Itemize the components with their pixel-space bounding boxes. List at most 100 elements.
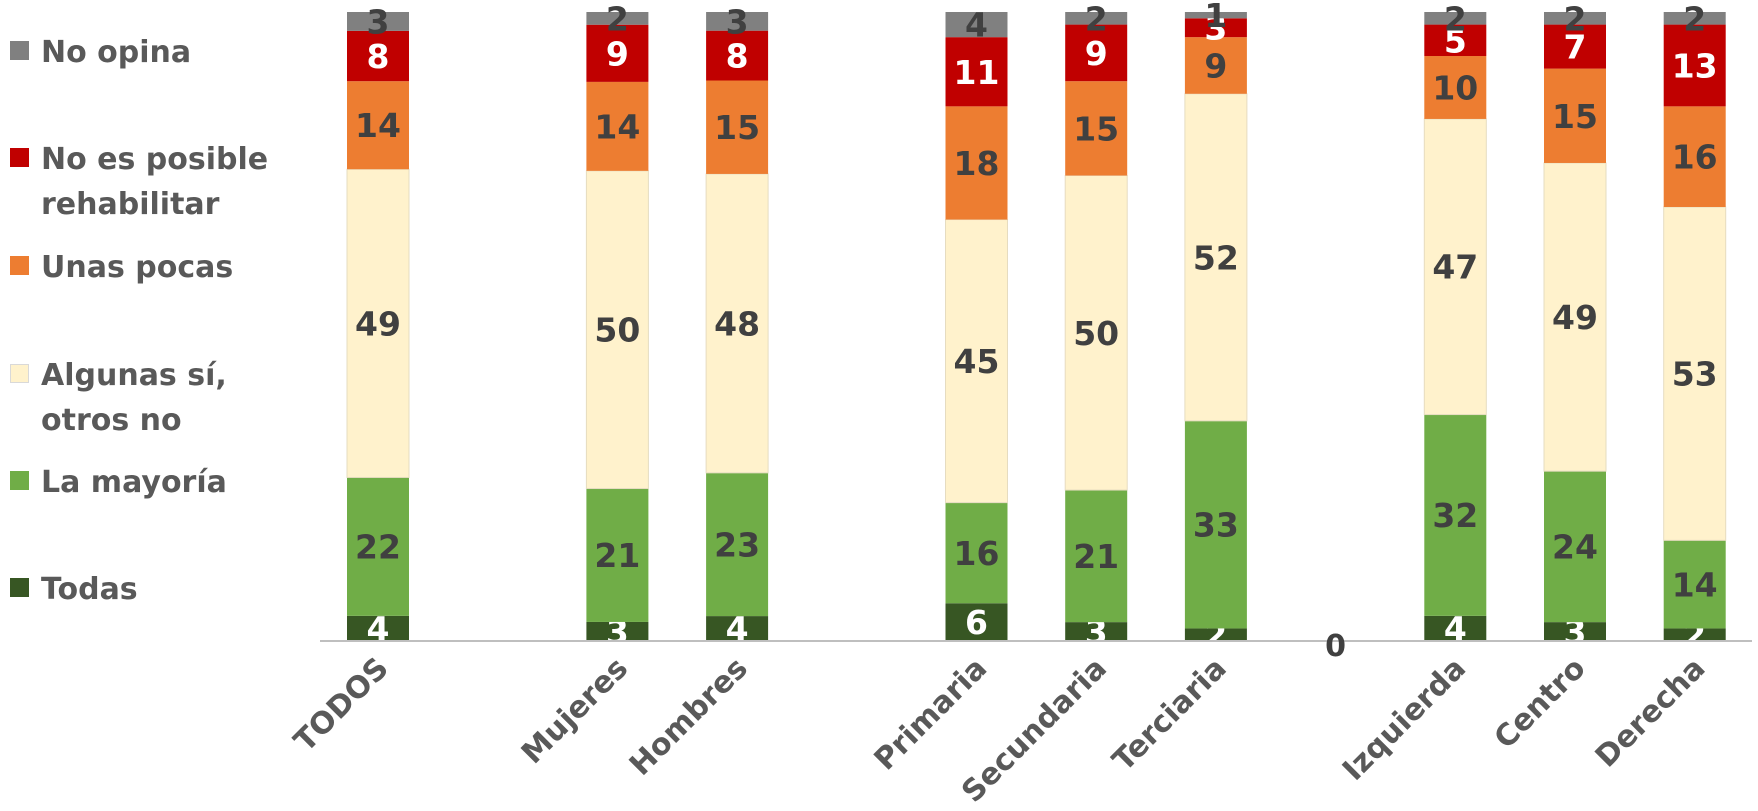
data-label: 53 [1672, 355, 1718, 394]
data-label: 32 [1432, 496, 1478, 535]
bar-segment [1065, 622, 1128, 641]
bar-segment [346, 168, 410, 478]
legend-label: No es posible rehabilitar [41, 142, 269, 222]
legend-label: Unas pocas [41, 250, 234, 285]
bar-segment [1424, 56, 1487, 119]
x-tick-label: Centro [1488, 651, 1593, 756]
legend-item-unas-pocas: Unas pocas [10, 245, 306, 290]
bar-segment [1065, 490, 1128, 623]
legend-label: Todas [41, 572, 138, 607]
data-label: 4 [965, 6, 988, 45]
data-label: 2 [1444, 0, 1467, 38]
data-label: 23 [714, 525, 760, 564]
bar-segment [586, 621, 649, 641]
data-label: 50 [1073, 314, 1119, 353]
bar-segment [1544, 471, 1606, 623]
bar-segment [945, 502, 1008, 604]
data-label: 2 [1085, 0, 1108, 38]
x-tick-label: Mujeres [515, 651, 635, 771]
bar-segment [1544, 24, 1606, 69]
bar-segment [706, 472, 769, 617]
bar-segment [347, 30, 409, 82]
data-label: 16 [954, 534, 1000, 573]
bar-segment [1424, 24, 1487, 57]
bar-segment [1424, 615, 1487, 641]
x-tick-label: Primaria [868, 651, 995, 778]
legend-label: Algunas sí, otros no [41, 358, 227, 438]
bar-segment [1184, 93, 1248, 422]
bar-segment [705, 173, 769, 474]
bar-segment [586, 24, 649, 82]
bar-segment [1423, 118, 1487, 416]
bar-segment [945, 37, 1008, 107]
bars-layer: 4224914833215014924234815836164518114321… [346, 0, 1727, 655]
bar-segment [1064, 175, 1128, 491]
bar-segment [585, 170, 649, 490]
bar-segment [706, 30, 769, 81]
legend-swatch [10, 148, 29, 167]
bar-segment [347, 12, 409, 31]
bar-segment [1184, 37, 1247, 94]
x-tick-label: TODOS [287, 651, 395, 759]
bar-segment [347, 477, 409, 616]
data-label: 47 [1432, 248, 1478, 287]
data-label: 15 [1552, 97, 1598, 136]
data-label: 21 [1073, 537, 1119, 576]
legend-item-todas: Todas [10, 567, 306, 612]
data-label: 48 [714, 304, 760, 343]
bar-segment [1663, 540, 1726, 629]
data-label: 22 [355, 528, 401, 567]
legend-item-no-es-posible-rehabilitar: No es posible rehabilitar [10, 137, 306, 227]
bar-segment [1663, 628, 1726, 641]
bar-segment [586, 81, 649, 171]
bar-segment [1663, 206, 1727, 541]
bar-segment [1065, 81, 1128, 176]
data-label: 8 [367, 37, 390, 76]
data-label: 2 [606, 0, 629, 38]
x-tick-label: 0 [1325, 629, 1346, 664]
data-label: 49 [355, 304, 401, 343]
data-label: 3 [367, 2, 390, 41]
legend-label: La mayoría [41, 465, 227, 500]
bar-segment [1424, 12, 1487, 25]
data-label: 4 [726, 610, 749, 649]
bar-segment [1544, 622, 1606, 641]
data-label: 13 [1672, 46, 1718, 85]
data-label: 1 [1204, 0, 1227, 35]
legend-swatch [10, 471, 29, 490]
data-label: 4 [1444, 609, 1467, 648]
data-label: 45 [954, 342, 1000, 381]
bar-segment [1663, 106, 1726, 207]
bar-segment [1184, 12, 1247, 19]
legend-swatch [10, 256, 29, 275]
bar-segment [1184, 18, 1247, 38]
bar-segment [586, 488, 649, 622]
data-label: 16 [1672, 138, 1718, 177]
data-label: 3 [1204, 9, 1227, 48]
data-label: 14 [594, 107, 640, 146]
data-label: 21 [594, 536, 640, 575]
data-label: 5 [1444, 21, 1467, 60]
data-label: 15 [714, 108, 760, 147]
data-label: 7 [1564, 28, 1587, 67]
data-label: 11 [954, 53, 1000, 92]
bar-segment [1065, 24, 1128, 82]
legend-swatch [10, 578, 29, 597]
data-label: 6 [965, 603, 988, 642]
data-label: 8 [726, 37, 749, 76]
bar-segment [1184, 420, 1247, 629]
bar-segment [945, 106, 1008, 220]
bar-segment [1543, 162, 1607, 472]
bar-segment [706, 80, 769, 174]
bar-segment [347, 81, 409, 170]
x-tick-label: Hombres [623, 651, 755, 783]
bar-segment [1424, 414, 1487, 616]
legend-swatch [10, 364, 29, 383]
x-tick-label: Izquierda [1336, 651, 1473, 788]
legend-item-no-opina: No opina [10, 30, 306, 75]
legend-label: No opina [41, 35, 192, 70]
legend-item-la-mayoria: La mayoría [10, 460, 306, 505]
bar-segment [945, 12, 1008, 38]
